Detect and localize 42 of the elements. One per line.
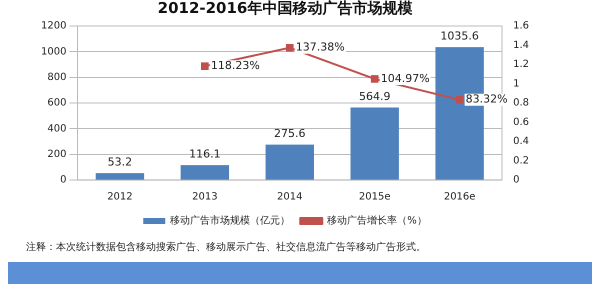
y-tick-label: 1000 [40,46,66,58]
y2-tick-label: 1 [513,78,520,90]
bar [180,165,230,180]
y-tick-label: 600 [47,98,66,109]
data-label: 275.6 [274,126,306,140]
y2-tick-label: 0.8 [513,98,530,109]
data-label: 1035.6 [440,29,479,42]
y-tick-label: 1200 [40,20,66,32]
y2-tick-label: 0.2 [513,155,530,166]
x-tick-label: 2015e [358,192,391,203]
x-tick-label: 2013 [192,192,218,203]
bar [266,144,314,180]
bar [96,173,144,180]
data-label: 118.23% [210,59,260,72]
data-label: 83.32% [466,92,508,106]
y-tick-label: 0 [60,174,66,186]
data-label: 137.38% [296,40,345,54]
y2-tick-label: 0.6 [513,116,530,128]
x-tick-label: 2014 [277,192,302,203]
text: 注释：本次统计数据包含移动搜索广告、移动展示广告、社交信息流广告等移动广告形式。 [26,240,427,254]
data-label: 53.2 [108,156,132,169]
point [370,75,379,83]
data-label: 564.9 [358,90,390,103]
y2-tick-label: 1.6 [513,20,530,32]
x-tick-label: 2012 [107,192,133,203]
data-label: 104.97% [380,72,430,85]
y2-tick-label: 0.4 [513,136,530,148]
legend-label: 移动广告增长率（%） [327,214,427,227]
y2-tick-label: 0 [513,174,520,186]
y-tick-label: 200 [47,148,66,160]
point [286,44,294,52]
legend-label: 移动广告市场规模（亿元） [170,214,290,227]
data-label: 116.1 [189,147,221,160]
point [201,62,209,70]
chart-title: 2012-2016年中国移动广告市场规模 [158,0,414,17]
y2-tick-label: 1.2 [513,59,530,70]
x-tick-label: 2016e [444,192,476,203]
point [456,96,464,104]
y-tick-label: 800 [47,72,66,83]
y2-tick-label: 1.4 [513,40,530,51]
y-tick-label: 400 [47,123,66,134]
bar [350,108,399,180]
